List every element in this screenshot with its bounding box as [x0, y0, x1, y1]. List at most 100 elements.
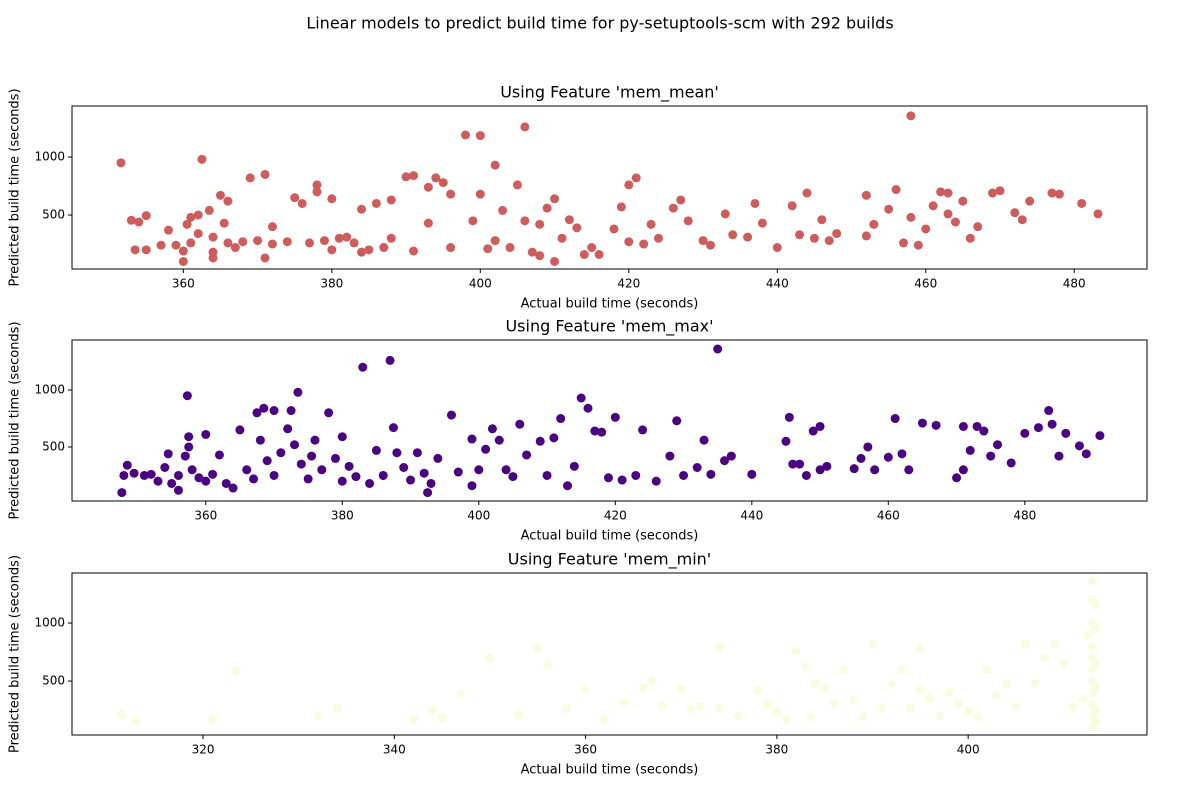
point	[542, 470, 552, 480]
point	[515, 419, 525, 429]
point	[915, 684, 925, 694]
point	[714, 641, 724, 651]
y-tick-label: 500	[42, 674, 65, 688]
point	[906, 704, 916, 714]
point	[631, 173, 641, 183]
point	[952, 473, 962, 483]
point	[692, 463, 702, 473]
point	[781, 436, 791, 446]
point	[917, 418, 927, 428]
point	[267, 222, 277, 232]
point	[512, 180, 522, 190]
point	[679, 470, 689, 480]
x-tick-label: 380	[765, 743, 788, 757]
point	[186, 212, 196, 222]
point	[242, 465, 252, 475]
point	[1021, 639, 1031, 649]
point	[1030, 678, 1040, 688]
point	[795, 230, 805, 240]
point	[676, 684, 686, 694]
point	[498, 205, 508, 215]
point	[1059, 659, 1069, 669]
y-tick-label: 1000	[34, 616, 65, 630]
point	[734, 711, 744, 721]
point	[958, 465, 968, 475]
x-tick-label: 340	[383, 743, 406, 757]
point	[921, 224, 931, 234]
point	[594, 249, 604, 259]
point	[861, 231, 871, 241]
point	[849, 464, 859, 474]
point	[409, 171, 419, 181]
point	[805, 712, 815, 722]
point	[619, 697, 629, 707]
point	[648, 676, 658, 686]
point	[638, 425, 648, 435]
point	[522, 450, 532, 460]
point	[327, 194, 337, 204]
point	[891, 185, 901, 195]
point	[906, 212, 916, 222]
point	[988, 188, 998, 198]
point	[784, 412, 794, 422]
point	[877, 703, 887, 713]
point	[204, 205, 214, 215]
point	[556, 414, 566, 424]
point	[561, 704, 571, 714]
point	[364, 245, 374, 255]
point	[508, 472, 518, 482]
point	[193, 229, 203, 239]
point	[117, 710, 127, 720]
point	[590, 426, 600, 436]
point	[533, 644, 543, 654]
x-tick-label: 400	[467, 509, 490, 523]
point	[357, 247, 367, 257]
point	[357, 204, 367, 214]
point	[153, 476, 163, 486]
point	[163, 449, 173, 459]
point	[1090, 682, 1100, 692]
point	[890, 414, 900, 424]
point	[848, 695, 858, 705]
point	[1068, 702, 1078, 712]
point	[399, 463, 409, 473]
point	[267, 239, 277, 249]
point	[253, 236, 263, 246]
point	[126, 215, 136, 225]
point	[699, 435, 709, 445]
point	[787, 201, 797, 211]
point	[993, 440, 1003, 450]
point	[934, 711, 944, 721]
point	[617, 475, 627, 485]
point	[527, 247, 537, 257]
point	[979, 426, 989, 436]
point	[791, 646, 801, 656]
point	[223, 196, 233, 206]
point	[286, 406, 296, 416]
point	[820, 683, 830, 693]
point	[542, 203, 552, 213]
point	[676, 195, 686, 205]
point	[423, 488, 433, 498]
point	[385, 355, 395, 365]
point	[535, 436, 545, 446]
x-tick-label: 480	[1063, 277, 1086, 291]
point	[713, 344, 723, 354]
point	[431, 173, 441, 183]
point	[365, 478, 375, 488]
point	[194, 473, 204, 483]
point	[788, 459, 798, 469]
y-tick-label: 500	[42, 208, 65, 222]
point	[184, 432, 194, 442]
point	[683, 216, 693, 226]
point	[520, 216, 530, 226]
point	[122, 460, 132, 470]
point	[815, 421, 825, 431]
point	[958, 196, 968, 206]
point	[201, 476, 211, 486]
x-tick-label: 400	[469, 277, 492, 291]
point	[747, 469, 757, 479]
point	[483, 244, 493, 254]
point	[171, 240, 181, 250]
point	[781, 714, 791, 724]
